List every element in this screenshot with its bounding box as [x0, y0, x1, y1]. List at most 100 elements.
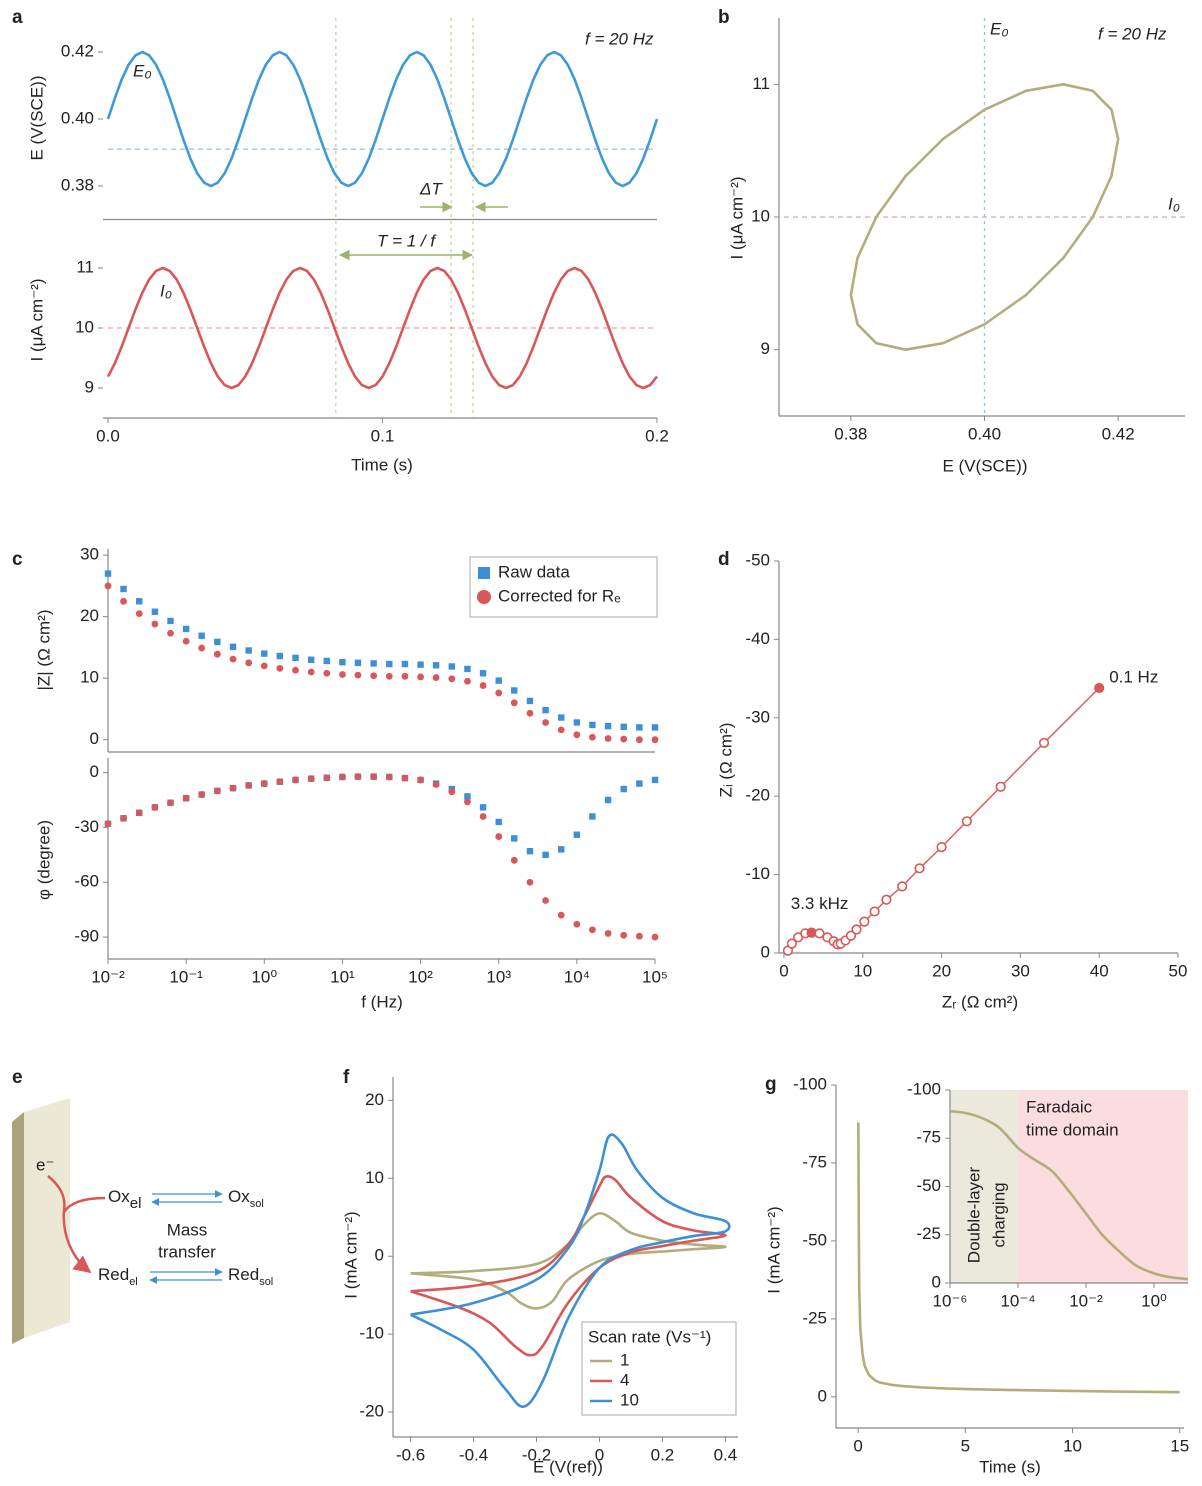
data-point: [636, 724, 643, 731]
data-point: [526, 697, 534, 705]
data-point: [479, 682, 487, 689]
data-point: [859, 916, 870, 927]
x-tick-label: 10⁵: [642, 967, 668, 986]
legend-label: 10: [620, 1390, 639, 1409]
y-tick-label: 0.40: [61, 108, 94, 127]
data-point: [479, 804, 487, 811]
y-tick-label: 0.38: [61, 175, 94, 194]
data-point: [323, 774, 331, 782]
data-point: [636, 780, 643, 787]
data-point: [961, 816, 972, 827]
x-tick-label: 0: [595, 1445, 604, 1464]
data-point: [542, 706, 549, 714]
data-point: [104, 570, 112, 577]
data-point: [354, 671, 362, 679]
data-point: [651, 736, 659, 744]
annotation: f = 20 Hz: [585, 29, 654, 48]
electrode-face: [24, 1098, 70, 1338]
data-point: [401, 672, 409, 680]
y-tick-label: -75: [916, 1128, 941, 1147]
electron-arrow: [62, 1196, 106, 1213]
data-point: [182, 794, 190, 802]
data-point: [151, 608, 159, 615]
x-tick-label: 10⁻¹: [169, 967, 203, 986]
data-point: [620, 723, 627, 730]
data-line: [410, 1133, 731, 1408]
x-tick-label: -0.4: [459, 1445, 488, 1464]
data-point: [198, 644, 206, 652]
species-label: Oxsol: [228, 1187, 264, 1209]
region-label: Faradaic: [1026, 1097, 1093, 1116]
data-point: [464, 677, 471, 685]
x-tick-label: -0.6: [396, 1445, 425, 1464]
data-line: [949, 1109, 1189, 1281]
y-tick-label: 0: [761, 942, 770, 961]
data-point: [136, 598, 143, 605]
data-point: [558, 714, 565, 721]
data-point: [573, 731, 581, 739]
panel-letter: c: [12, 549, 23, 570]
y-tick-label: 0: [818, 1386, 827, 1405]
x-tick-label: 0: [779, 961, 788, 980]
legend-label: 4: [620, 1370, 629, 1389]
data-point: [588, 733, 596, 741]
x-axis-label: Zᵣ (Ω cm²): [942, 992, 1018, 1011]
data-point: [588, 926, 596, 934]
data-point: [526, 878, 534, 886]
y-tick-label: 0: [375, 1246, 384, 1265]
x-tick-label: 40: [1090, 961, 1109, 980]
data-point: [182, 637, 190, 645]
x-tick-label: 0.40: [968, 424, 1001, 443]
data-point: [260, 780, 268, 787]
data-point: [448, 675, 456, 683]
data-point: [276, 778, 284, 786]
y-tick-label: -30: [745, 707, 770, 726]
data-point: [620, 785, 627, 793]
y-tick-label: -100: [793, 1074, 827, 1093]
data-point: [354, 659, 362, 667]
legend-marker: [477, 590, 491, 604]
data-point: [370, 660, 377, 667]
data-point: [229, 784, 237, 792]
panel-letter: b: [718, 7, 730, 28]
data-point: [814, 928, 825, 939]
data-point: [323, 657, 331, 665]
data-point: [245, 782, 253, 789]
data-point: [495, 818, 502, 826]
y-tick-label: 9: [761, 339, 770, 358]
x-tick-label: 20: [932, 961, 951, 980]
y-tick-label: -20: [359, 1402, 384, 1421]
data-point: [1094, 682, 1105, 694]
y-axis-label: E (V(SCE)): [27, 76, 46, 161]
data-point: [135, 610, 143, 617]
panel-letter: a: [12, 7, 23, 28]
data-point: [292, 776, 299, 784]
data-point: [261, 650, 268, 657]
x-tick-label: 5: [961, 1436, 970, 1455]
species-subscript: sol: [259, 1276, 273, 1288]
data-point: [604, 930, 612, 937]
data-point: [245, 647, 252, 654]
data-point: [339, 671, 346, 678]
species-label: Oxel: [108, 1187, 141, 1211]
legend-label: Corrected for Rₑ: [498, 586, 621, 605]
data-point: [573, 920, 581, 928]
data-point: [573, 831, 581, 838]
data-line: [857, 1122, 1180, 1394]
x-tick-label: 10¹: [330, 967, 355, 986]
y-tick-label: -25: [916, 1224, 941, 1243]
data-point: [370, 672, 378, 680]
x-tick-label: 10⁻²: [91, 967, 125, 986]
species-label: Redsol: [228, 1265, 273, 1287]
data-point: [620, 931, 628, 939]
y-axis-label: I (mA cm⁻²): [764, 1206, 783, 1293]
region-label: charging: [989, 1182, 1008, 1247]
data-point: [276, 652, 284, 660]
x-tick-label: 10²: [408, 967, 433, 986]
electrode-side: [12, 1112, 24, 1344]
data-point: [635, 932, 643, 940]
x-tick-label: 0.1: [371, 426, 395, 445]
data-point: [307, 775, 315, 783]
annotation: ΔT: [419, 179, 443, 198]
species-subscript: sol: [250, 1198, 264, 1210]
